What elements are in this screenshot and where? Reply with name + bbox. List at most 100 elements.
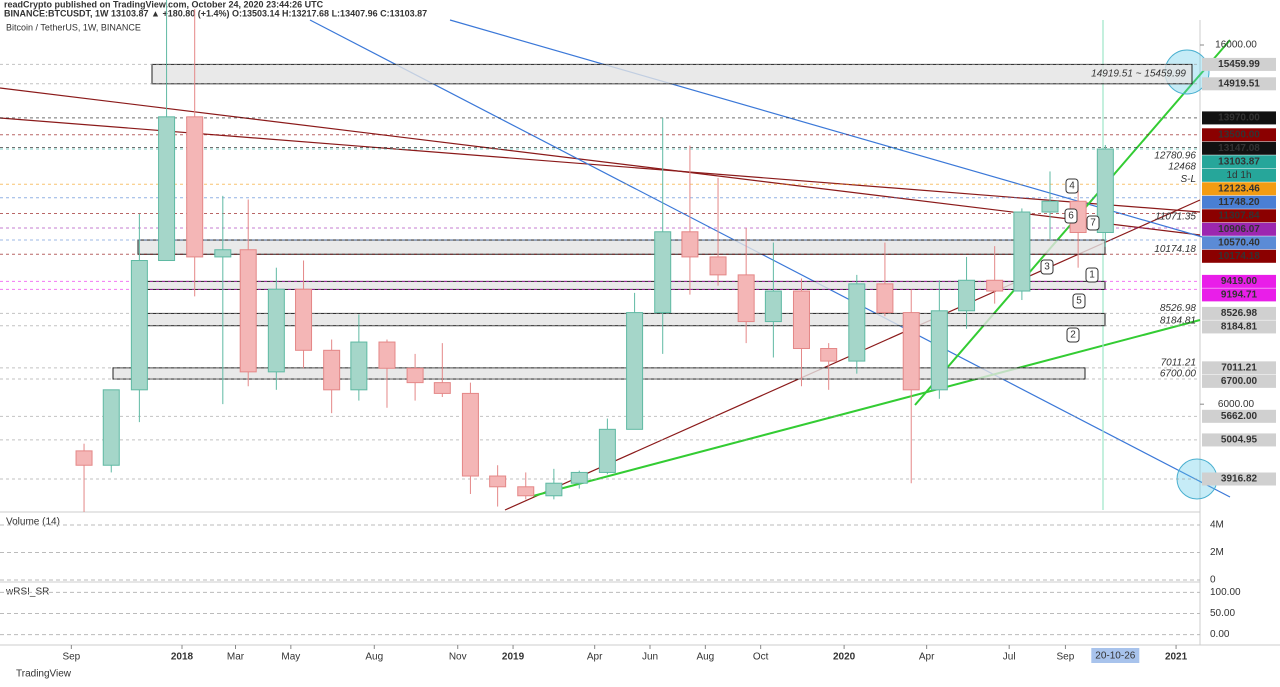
candle-body — [737, 274, 755, 323]
candle-body — [848, 283, 866, 362]
cursor-date: 20-10-26 — [1095, 651, 1135, 662]
candle-body — [598, 428, 616, 473]
y-tick-label: 50.00 — [1210, 608, 1235, 619]
wave-label: 3 — [1044, 262, 1050, 273]
candle-body — [186, 116, 204, 258]
level-note: 6700.00 — [1160, 369, 1197, 380]
price-label: 14919.51 — [1218, 78, 1260, 89]
price-label-bg — [1202, 274, 1276, 288]
x-tick-label: 2018 — [171, 652, 194, 663]
pane-title: Volume (14) — [6, 517, 60, 528]
header-line: BINANCE:BTCUSDT, 1W 13103.87 ▲ +180.80 (… — [4, 8, 427, 18]
price-label-bg — [1202, 409, 1276, 423]
price-label: 9419.00 — [1221, 276, 1258, 287]
price-label: 15459.99 — [1218, 59, 1260, 70]
level-note: 12468 — [1168, 162, 1196, 173]
wave-label: 5 — [1076, 296, 1082, 307]
wave-marker — [1066, 327, 1080, 343]
countdown-bg — [1202, 168, 1276, 182]
x-tick-label: Aug — [365, 652, 383, 663]
x-tick-label: Sep — [62, 652, 80, 663]
zone — [112, 367, 1086, 380]
candle-body — [406, 367, 424, 384]
trend-line — [532, 319, 1201, 497]
x-tick-label: 2020 — [833, 652, 856, 663]
y-tick-label: 0 — [1210, 575, 1216, 586]
candle-body — [545, 482, 563, 497]
candle-body — [1013, 211, 1031, 292]
x-tick-label: Mar — [227, 652, 245, 663]
price-label-bg — [1202, 195, 1276, 209]
y-tick-label: 6000.00 — [1218, 399, 1255, 410]
price-label-bg — [1202, 155, 1276, 169]
wave-marker — [1072, 293, 1086, 309]
zone — [137, 239, 1106, 255]
candle-body — [517, 486, 535, 497]
price-label-bg — [1202, 57, 1276, 71]
x-tick-label: Oct — [753, 652, 769, 663]
wave-label: 2 — [1070, 330, 1076, 341]
price-label: 10570.40 — [1218, 237, 1260, 248]
price-label: 11748.20 — [1218, 197, 1260, 208]
candle-body — [323, 349, 341, 391]
price-label-bg — [1202, 249, 1276, 263]
candle-body — [764, 290, 782, 323]
countdown: 1d 1h — [1226, 170, 1251, 181]
price-label-bg — [1202, 111, 1276, 125]
price-label: 13103.87 — [1218, 156, 1260, 167]
level-note: S-L — [1180, 174, 1196, 185]
level-note: 8184.81 — [1160, 315, 1196, 326]
candle-body — [461, 392, 479, 477]
header-line: readCrypto published on TradingView.com,… — [4, 0, 324, 9]
candle-body — [958, 279, 976, 312]
candle-body — [626, 312, 644, 430]
y-tick-label: 100.00 — [1210, 587, 1241, 598]
price-label: 7011.21 — [1221, 363, 1257, 374]
price-label-bg — [1202, 141, 1276, 155]
wave-marker — [1086, 215, 1100, 231]
wave-label: 1 — [1089, 270, 1095, 281]
level-note: 7011.21 — [1161, 358, 1196, 369]
x-tick-label: Jul — [1003, 652, 1016, 663]
x-tick-label: Nov — [449, 652, 467, 663]
x-tick-label: Aug — [696, 652, 714, 663]
candle-body — [570, 471, 588, 484]
wave-marker — [1064, 208, 1078, 224]
candle-body — [930, 310, 948, 391]
candle-body — [986, 279, 1004, 292]
wave-label: 7 — [1090, 218, 1096, 229]
price-label-bg — [1202, 374, 1276, 388]
price-label-bg — [1202, 472, 1276, 486]
zone-label: 14919.51 ~ 15459.99 — [1091, 69, 1186, 80]
candle-body — [130, 260, 148, 391]
candle-body — [489, 475, 507, 488]
candle-body — [350, 341, 368, 391]
wave-marker — [1085, 267, 1099, 283]
price-label: 5004.95 — [1221, 435, 1258, 446]
wave-marker — [1040, 259, 1054, 275]
x-tick-label: Apr — [587, 652, 603, 663]
cursor-date-bg — [1091, 648, 1140, 663]
candle-body — [433, 382, 451, 394]
wave-label: 4 — [1069, 181, 1075, 192]
x-tick-label: Jun — [642, 652, 658, 663]
price-label-bg — [1202, 236, 1276, 250]
price-label-bg — [1202, 77, 1276, 91]
footer: TradingView — [16, 669, 72, 680]
candle-body — [654, 231, 672, 314]
candle-body — [820, 348, 838, 362]
price-label: 12123.46 — [1218, 183, 1260, 194]
wave-label: 6 — [1068, 211, 1074, 222]
price-label: 11307.84 — [1218, 210, 1260, 221]
price-label-bg — [1202, 222, 1276, 236]
price-label-bg — [1202, 361, 1276, 375]
price-label-bg — [1202, 128, 1276, 142]
y-tick-label: 16000.00 — [1215, 40, 1257, 51]
y-tick-label: 0.00 — [1210, 629, 1230, 640]
x-tick-label: 2019 — [502, 652, 525, 663]
price-label: 8184.81 — [1221, 322, 1258, 333]
wave-marker — [1065, 178, 1079, 194]
price-label-bg — [1202, 306, 1276, 320]
symbol: Bitcoin / TetherUS, 1W, BINANCE — [6, 22, 141, 32]
